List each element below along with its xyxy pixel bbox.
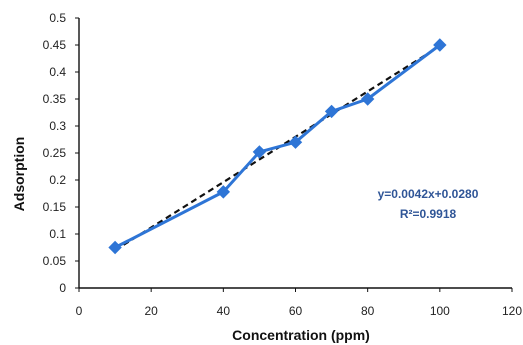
x-tick-label-4: 80 [361, 304, 375, 318]
data-point-6 [433, 38, 447, 52]
trendline-equation: y=0.0042x+0.0280 [378, 187, 479, 201]
x-tick-label-1: 20 [144, 304, 158, 318]
data-point-5 [360, 92, 375, 106]
r-squared-label: R²=0.9918 [400, 207, 457, 221]
y-tick-label-10: 0.5 [49, 11, 66, 25]
y-tick-label-1: 0.05 [43, 254, 67, 268]
x-tick-label-3: 60 [289, 304, 303, 318]
ticks-layer: 0 20 40 60 80 100 120 0 0.05 0.1 0.15 0.2 0.25 0.3 0.3… [43, 11, 523, 318]
y-tick-label-9: 0.45 [43, 38, 67, 52]
x-tick-label-6: 120 [502, 304, 522, 318]
y-axis-title: Adsorption [11, 137, 27, 212]
axes-layer [78, 18, 512, 289]
x-axis-title: Concentration (ppm) [232, 327, 370, 343]
y-tick-label-5: 0.25 [43, 146, 67, 160]
y-tick-label-7: 0.35 [43, 92, 67, 106]
x-tick-label-2: 40 [217, 304, 231, 318]
series-layer [108, 38, 447, 255]
data-point-4 [324, 104, 339, 119]
y-tick-label-0: 0 [59, 281, 66, 295]
y-tick-label-3: 0.15 [43, 200, 67, 214]
x-tick-label-5: 100 [430, 304, 450, 318]
series-line [113, 43, 442, 249]
y-tick-label-4: 0.2 [49, 173, 66, 187]
y-tick-label-2: 0.1 [49, 227, 66, 241]
x-tick-label-0: 0 [76, 304, 83, 318]
data-point-3 [288, 135, 303, 149]
y-tick-label-8: 0.4 [49, 65, 66, 79]
data-point-2 [252, 145, 267, 159]
data-point-1 [216, 185, 231, 199]
data-point-0 [108, 240, 122, 255]
y-tick-label-6: 0.3 [49, 119, 66, 133]
